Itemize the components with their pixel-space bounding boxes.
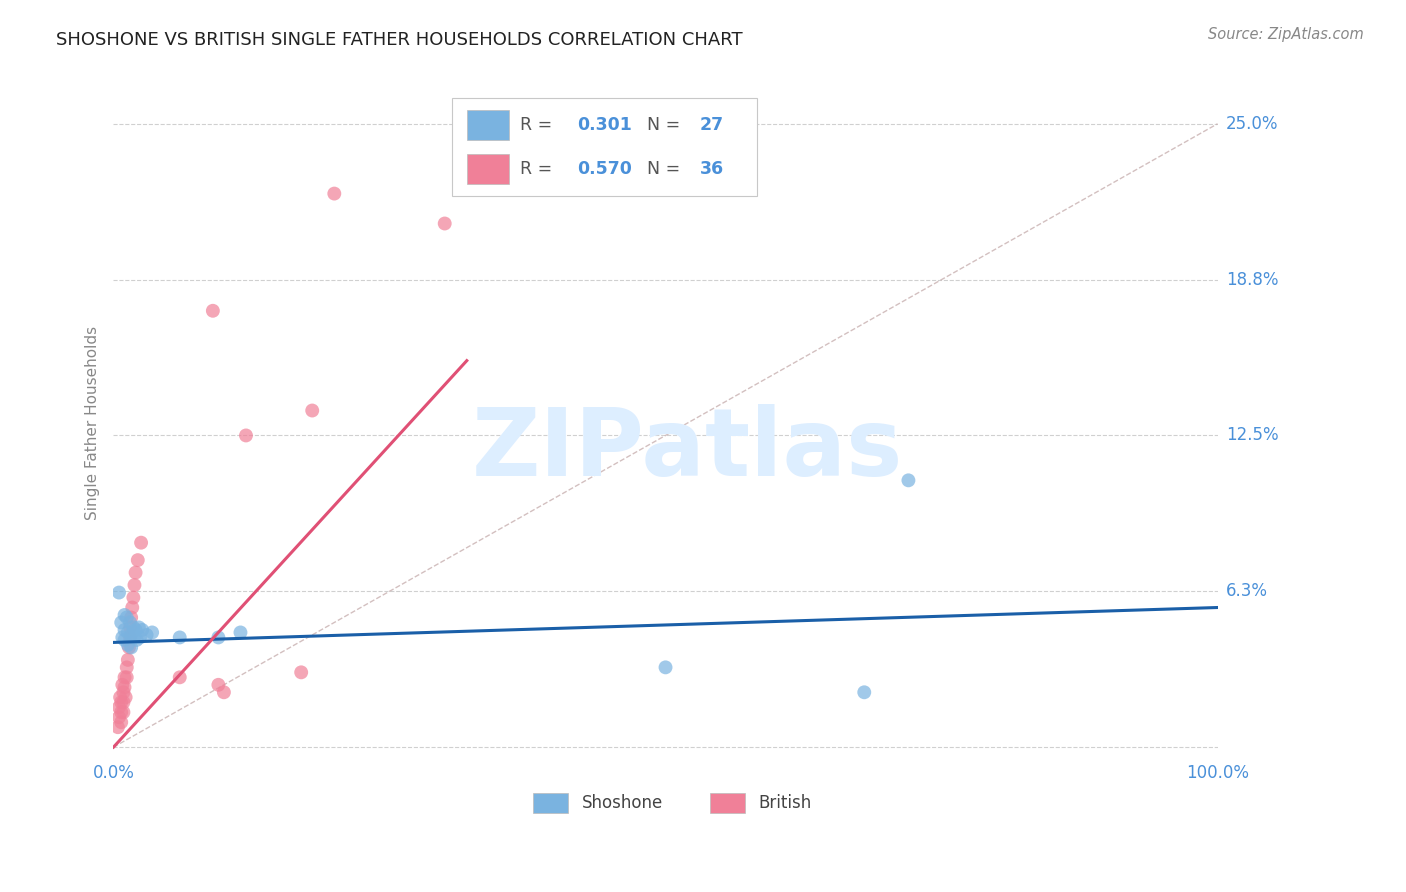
Text: N =: N = [647, 116, 686, 134]
Point [112, 695, 135, 709]
Point [114, 690, 136, 705]
Point [124, 578, 146, 592]
Text: 6.3%: 6.3% [1226, 582, 1268, 600]
Point [853, 685, 876, 699]
Point [115, 670, 138, 684]
Point [110, 705, 132, 719]
Text: R =: R = [520, 160, 558, 178]
Text: N =: N = [647, 160, 686, 178]
FancyBboxPatch shape [710, 793, 745, 814]
Point [121, 600, 143, 615]
Point [120, 631, 142, 645]
Point [207, 631, 229, 645]
Point [124, 623, 146, 637]
Point [110, 615, 132, 630]
Text: 36: 36 [700, 160, 724, 178]
Point [112, 685, 135, 699]
FancyBboxPatch shape [453, 98, 758, 196]
Y-axis label: Single Father Households: Single Father Households [86, 326, 100, 520]
Point [114, 632, 136, 647]
Point [108, 690, 131, 705]
Point [120, 620, 142, 634]
Point [108, 585, 131, 599]
Point [114, 670, 136, 684]
FancyBboxPatch shape [467, 110, 509, 140]
Point [235, 428, 257, 442]
Text: R =: R = [520, 116, 558, 134]
Point [433, 217, 456, 231]
Text: 12.5%: 12.5% [1226, 426, 1278, 444]
Point [120, 610, 142, 624]
Point [301, 403, 323, 417]
Text: 27: 27 [700, 116, 724, 134]
Point [118, 640, 141, 655]
Point [201, 303, 224, 318]
Point [108, 700, 131, 714]
Point [128, 620, 150, 634]
Text: Source: ZipAtlas.com: Source: ZipAtlas.com [1208, 27, 1364, 42]
Point [115, 660, 138, 674]
FancyBboxPatch shape [533, 793, 568, 814]
Point [131, 623, 153, 637]
Point [290, 665, 312, 680]
Point [110, 715, 132, 730]
Text: 25.0%: 25.0% [1226, 115, 1278, 133]
Point [110, 695, 132, 709]
Point [117, 653, 139, 667]
Point [124, 566, 146, 580]
Point [117, 625, 139, 640]
Point [112, 705, 135, 719]
Point [897, 473, 920, 487]
Point [127, 553, 149, 567]
Point [108, 710, 131, 724]
Point [323, 186, 346, 201]
Point [122, 620, 145, 634]
Point [125, 632, 148, 647]
Point [141, 625, 163, 640]
Point [111, 631, 134, 645]
Point [107, 720, 129, 734]
Text: 0.570: 0.570 [578, 160, 633, 178]
Point [654, 660, 676, 674]
Point [122, 591, 145, 605]
Point [229, 625, 252, 640]
Text: SHOSHONE VS BRITISH SINGLE FATHER HOUSEHOLDS CORRELATION CHART: SHOSHONE VS BRITISH SINGLE FATHER HOUSEH… [56, 31, 742, 49]
Point [135, 628, 157, 642]
Text: ZIPatlas: ZIPatlas [472, 404, 903, 496]
Text: 0.301: 0.301 [578, 116, 633, 134]
Point [120, 640, 142, 655]
Point [111, 678, 134, 692]
Point [120, 615, 142, 630]
Point [169, 670, 191, 684]
Point [114, 607, 136, 622]
Text: Shoshone: Shoshone [582, 795, 662, 813]
Point [120, 628, 142, 642]
Point [114, 681, 136, 695]
Point [124, 631, 146, 645]
Point [115, 610, 138, 624]
Text: British: British [758, 795, 811, 813]
Point [129, 631, 152, 645]
Point [117, 638, 139, 652]
Point [207, 678, 229, 692]
Point [212, 685, 235, 699]
Point [169, 631, 191, 645]
Point [114, 623, 136, 637]
FancyBboxPatch shape [467, 153, 509, 184]
Point [129, 535, 152, 549]
Text: 18.8%: 18.8% [1226, 270, 1278, 289]
